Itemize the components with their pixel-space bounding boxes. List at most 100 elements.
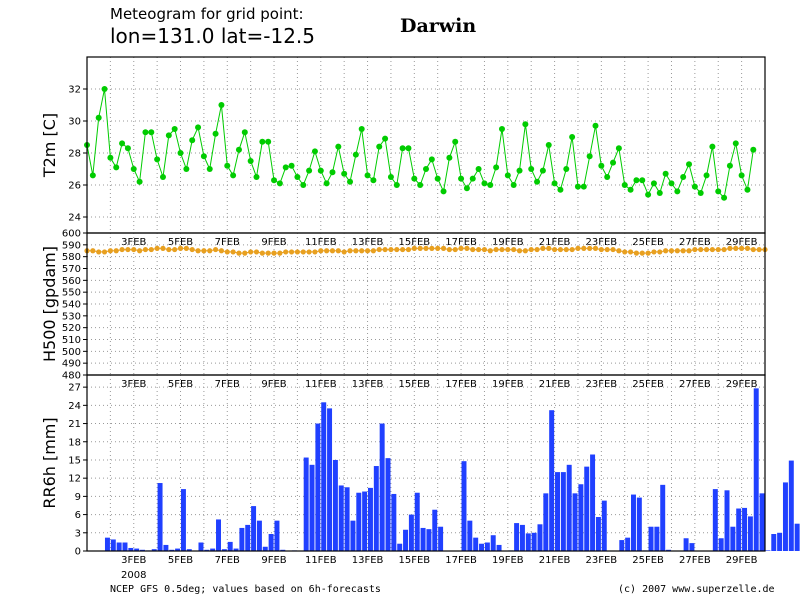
geopotential-point xyxy=(96,249,102,255)
precip-bar xyxy=(782,482,788,551)
temperature-point xyxy=(177,150,184,156)
temperature-point xyxy=(744,186,751,193)
geopotential-point xyxy=(546,245,552,251)
precip-bar xyxy=(420,527,426,551)
y-tick-label: 12 xyxy=(68,474,81,485)
temperature-point xyxy=(732,140,739,147)
geopotential-point xyxy=(388,246,394,253)
geopotential-point xyxy=(195,248,201,254)
precip-bar xyxy=(408,514,414,551)
geopotential-point xyxy=(329,248,336,254)
precip-bar xyxy=(116,542,122,551)
precip-bar xyxy=(338,485,344,551)
geopotential-point xyxy=(248,249,254,255)
precip-bar xyxy=(186,549,192,551)
precip-bar xyxy=(268,534,274,551)
geopotential-point xyxy=(113,248,119,254)
y-tick-label: 6 xyxy=(75,510,81,521)
temperature-point xyxy=(434,175,441,182)
y-tick-label: 530 xyxy=(62,311,81,322)
y-tick-label: 28 xyxy=(68,149,81,160)
temperature-point xyxy=(171,126,178,132)
precip-bar xyxy=(169,549,175,551)
y-axis-label: T2m [C] xyxy=(40,113,59,178)
geopotential-point xyxy=(505,246,511,253)
geopotential-point xyxy=(160,245,166,251)
geopotential-point xyxy=(382,246,388,253)
x-tick-label: 3FEB xyxy=(121,555,146,566)
x-tick-label: 19FEB xyxy=(492,379,524,390)
panel-frame xyxy=(86,374,766,552)
x-tick-label: 3FEB xyxy=(121,237,146,248)
precip-bar xyxy=(660,484,666,551)
geopotential-point xyxy=(452,246,458,253)
temperature-point xyxy=(247,158,254,164)
geopotential-point xyxy=(359,248,365,254)
geopotential-point xyxy=(131,246,137,253)
geopotential-point xyxy=(464,245,470,251)
geopotential-point xyxy=(429,245,435,251)
temperature-point xyxy=(411,175,418,182)
precip-bar xyxy=(479,543,485,551)
x-tick-label: 21FEB xyxy=(539,555,571,566)
geopotential-point xyxy=(733,245,739,251)
temperature-point xyxy=(370,177,377,184)
temperature-point xyxy=(311,148,318,155)
temperature-point xyxy=(592,122,599,129)
precip-bar xyxy=(724,490,730,551)
temperature-point xyxy=(159,174,166,180)
geopotential-point xyxy=(692,246,698,253)
temperature-point xyxy=(726,162,733,169)
geopotential-point xyxy=(610,246,616,253)
geopotential-point xyxy=(592,245,599,251)
precip-bar xyxy=(140,549,146,551)
geopotential-point xyxy=(727,245,733,251)
temperature-point xyxy=(387,174,394,180)
temperature-point xyxy=(189,137,196,144)
geopotential-point xyxy=(154,245,160,251)
geopotential-point xyxy=(259,250,265,256)
geopotential-point xyxy=(686,248,692,254)
temperature-point xyxy=(212,130,219,137)
precip-bar xyxy=(560,472,566,551)
precip-bar xyxy=(134,548,140,551)
geopotential-point xyxy=(674,248,680,254)
temperature-point xyxy=(580,183,587,190)
temperature-point xyxy=(154,156,161,163)
x-tick-label: 29FEB xyxy=(726,379,758,390)
geopotential-point xyxy=(440,245,447,251)
temperature-point xyxy=(569,134,576,140)
temperature-point xyxy=(545,142,552,148)
temperature-point xyxy=(253,174,260,180)
temperature-point xyxy=(224,162,231,169)
x-tick-label: 9FEB xyxy=(261,379,286,390)
temperature-point xyxy=(382,135,389,142)
geopotential-point xyxy=(400,246,406,253)
y-tick-label: 24 xyxy=(68,213,81,224)
geopotential-point xyxy=(470,246,476,253)
precip-bar xyxy=(362,491,368,551)
precip-bar xyxy=(262,546,268,551)
precip-bar xyxy=(385,458,391,551)
geopotential-point xyxy=(739,245,745,251)
precip-bar xyxy=(210,548,216,551)
geopotential-point xyxy=(750,246,756,253)
temperature-point xyxy=(510,182,517,188)
y-tick-label: 18 xyxy=(68,437,81,448)
geopotential-point xyxy=(587,245,593,251)
y-tick-label: 510 xyxy=(62,335,81,346)
temperature-point xyxy=(697,190,704,196)
geopotential-point xyxy=(417,245,423,251)
x-tick-label: 13FEB xyxy=(352,379,384,390)
geopotential-point xyxy=(551,246,558,253)
temperature-point xyxy=(230,172,237,179)
y-tick-label: 520 xyxy=(62,323,81,334)
precip-bar xyxy=(315,423,321,551)
y-tick-label: 600 xyxy=(62,229,81,240)
precip-bar xyxy=(198,542,204,551)
precip-bar xyxy=(251,506,257,551)
x-tick-label: 3FEB xyxy=(121,379,146,390)
geopotential-point xyxy=(347,248,353,254)
y-tick-label: 500 xyxy=(62,347,81,358)
